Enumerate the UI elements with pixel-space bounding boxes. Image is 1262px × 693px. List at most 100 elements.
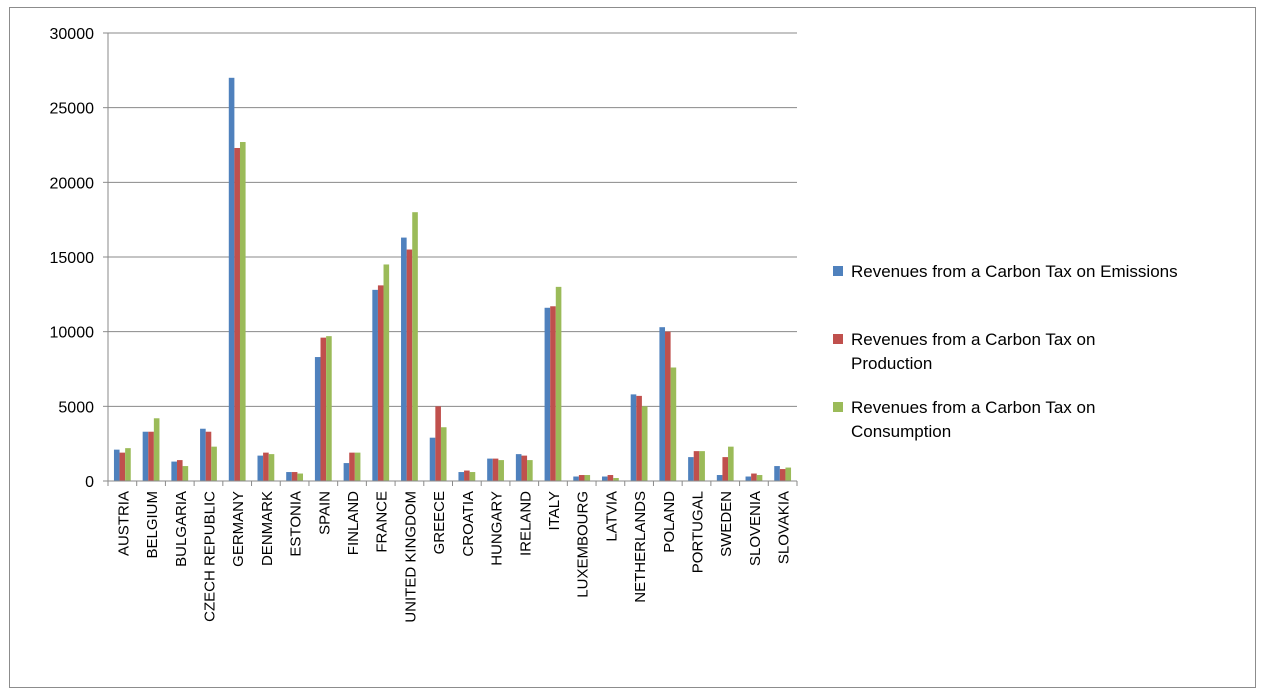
bar [515,454,522,481]
x-tick-label: CROATIA [460,491,477,557]
x-tick-label: SLOVENIA [747,491,764,566]
legend-swatch [833,266,843,276]
x-tick-label: POLAND [661,491,678,553]
x-tick-label: NETHERLANDS [632,491,649,603]
bar [257,455,264,481]
x-tick-label: ESTONIA [288,491,305,557]
legend-item: Revenues from a Carbon Tax on Production [833,330,1095,373]
bar [785,467,792,481]
bar [584,475,591,481]
bar [630,394,637,481]
bar [544,307,551,481]
x-tick-label: FINLAND [345,491,362,555]
bar [291,472,298,481]
bar [383,264,390,481]
bar [314,357,321,481]
x-tick-label: BELGIUM [144,491,161,559]
x-tick-label: GERMANY [230,491,247,567]
bar [613,478,619,481]
bar [125,448,131,481]
x-tick-label: SPAIN [316,491,333,535]
legend-item: Revenues from a Carbon Tax on Consumption [833,398,1095,441]
bar [774,466,780,481]
bar [745,476,752,481]
legend-label: Revenues from a Carbon Tax on [851,398,1095,417]
legend-swatch [833,402,843,412]
bar [756,475,763,481]
legend-label: Consumption [851,422,951,441]
bar [148,431,154,481]
x-axis-tick-labels: AUSTRIA BELGIUM BULGARIA CZECH REPUBLIC GERM… [115,491,792,623]
bar [699,451,705,481]
bar [555,286,562,481]
bar [297,473,304,481]
x-tick-label: ITALY [546,491,563,530]
bar [200,428,206,481]
bar [182,466,189,481]
bar [693,451,700,481]
bar [440,427,447,481]
y-tick-label: 5000 [58,399,94,416]
bar [228,77,235,482]
bar [492,458,499,481]
y-axis-tick-labels: 0 5000 10000 15000 20000 25000 30000 [50,26,95,491]
bar [239,142,246,481]
bar [751,473,757,481]
x-tick-label: BULGARIA [173,491,190,567]
bar [171,461,177,481]
bar [527,460,533,481]
bar [665,331,671,481]
y-tick-label: 0 [85,474,94,491]
bar [716,475,723,481]
legend-label: Revenues from a Carbon Tax on Emissions [851,262,1178,281]
bar [205,431,212,481]
legend-swatch [833,334,843,344]
bar [412,212,418,481]
bar [377,285,384,481]
bar [779,469,786,481]
bar [659,327,666,481]
legend-item: Revenues from a Carbon Tax on Emissions [833,262,1178,281]
bar [521,455,528,481]
y-tick-label: 30000 [50,26,95,43]
bar [119,452,126,481]
bar [142,431,149,481]
bar [469,472,476,481]
bar [435,406,441,481]
bar [688,457,694,481]
bar [211,446,217,481]
bar [343,463,350,481]
bars [113,77,792,482]
legend-label: Production [851,354,932,373]
bar [401,237,407,481]
bar [607,475,614,481]
chart-frame [9,7,1256,688]
x-tick-label: AUSTRIA [115,491,132,556]
bar [268,454,275,481]
bar [641,406,648,481]
bar [372,289,378,481]
bar [354,452,361,481]
bar [176,460,183,481]
x-tick-label: GREECE [431,491,448,554]
bar [487,458,493,481]
x-tick-label: SWEDEN [718,491,735,557]
y-tick-label: 20000 [50,175,95,192]
x-tick-label: LUXEMBOURG [575,491,592,598]
bar [573,476,579,481]
bar [320,337,327,481]
y-tick-label: 25000 [50,101,95,118]
bar [498,460,504,481]
y-tick-label: 10000 [50,325,95,342]
x-tick-label: PORTUGAL [690,491,707,573]
legend-label: Revenues from a Carbon Tax on [851,330,1095,349]
bar [550,306,556,481]
bar [234,147,240,481]
bar [636,395,642,481]
legend: Revenues from a Carbon Tax on Emissions R… [833,262,1178,441]
x-tick-label: CZECH REPUBLIC [201,491,218,622]
bar [153,418,160,481]
y-tick-label: 15000 [50,250,95,267]
bar [464,470,470,481]
bar [406,249,413,481]
